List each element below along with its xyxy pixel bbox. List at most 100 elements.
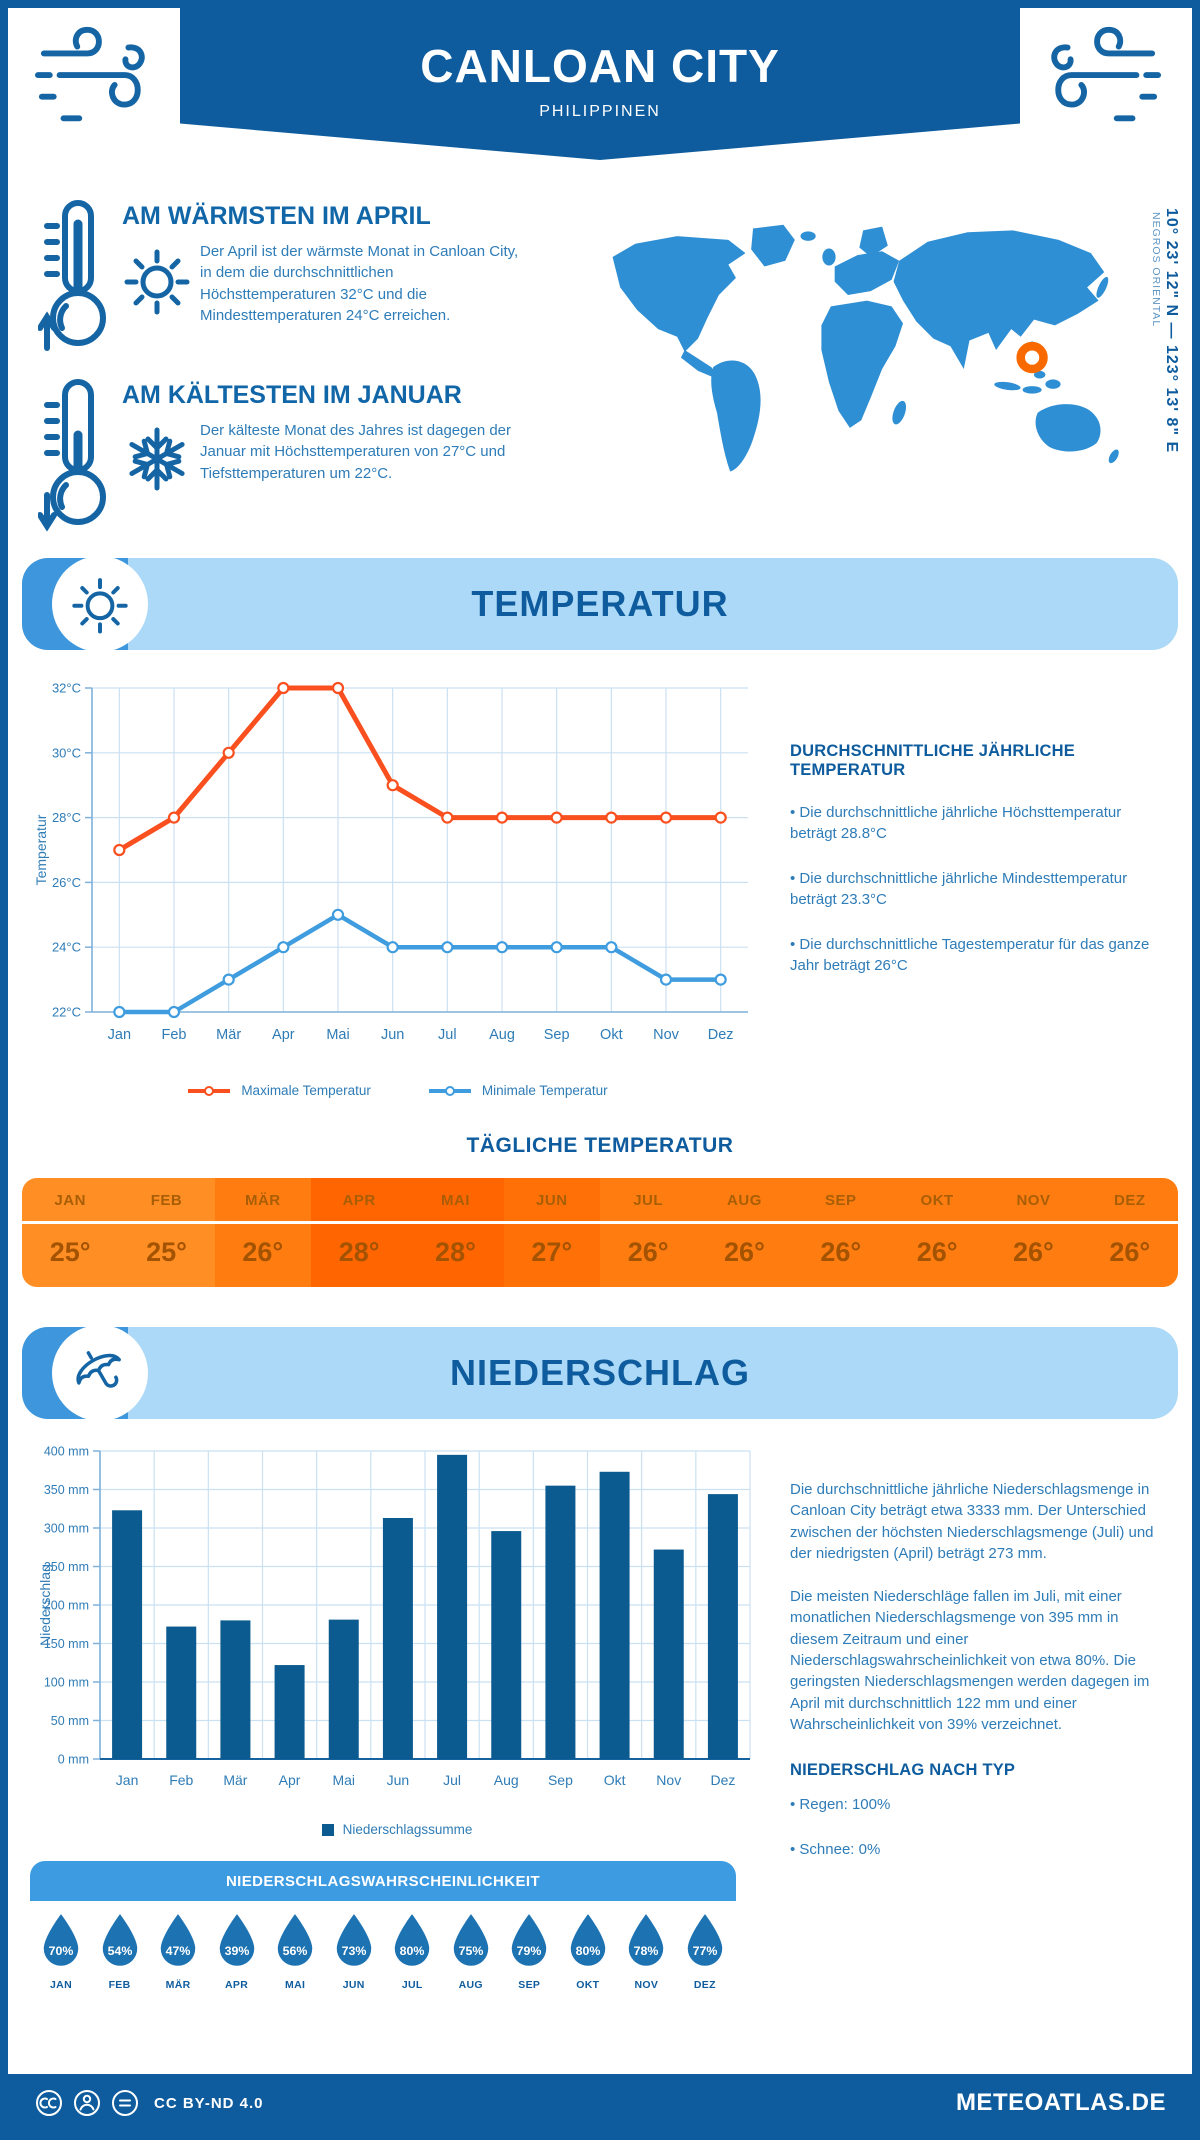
svg-text:Sep: Sep [544, 1027, 570, 1043]
daily-table-value-cell: 26° [1081, 1224, 1178, 1287]
footer: CC BY-ND 4.0 METEOATLAS.DE [8, 2074, 1192, 2132]
probability-month-label: FEB [108, 1979, 131, 1991]
raindrop-icon: 73% [336, 1914, 371, 1966]
svg-text:75%: 75% [458, 1944, 483, 1958]
legend-min-temperature: Minimale Temperatur [427, 1083, 608, 1098]
intro-section: AM WÄRMSTEN IM APRIL Der April ist d [8, 174, 1192, 540]
daily-table-value-cell: 26° [792, 1224, 889, 1287]
precipitation-chart: 0 mm 50 mm 100 mm 150 mm 200 mm 250 mm 300 mm 3… [37, 1445, 751, 1788]
svg-text:22°C: 22°C [52, 1005, 81, 1020]
svg-text:Okt: Okt [604, 1772, 626, 1788]
svg-text:400 mm: 400 mm [44, 1445, 89, 1459]
svg-text:80%: 80% [575, 1944, 600, 1958]
raindrop-icon: 47% [160, 1914, 196, 1966]
probability-month-label: AUG [458, 1979, 483, 1991]
svg-text:26°C: 26°C [52, 875, 81, 890]
svg-text:Feb: Feb [169, 1772, 193, 1788]
daily-table-value-cell: 26° [214, 1224, 311, 1287]
daily-table-month-cell: AUG [696, 1178, 793, 1221]
probability-month-label: MAI [285, 1979, 306, 1991]
data-point [113, 843, 126, 857]
data-point [441, 941, 454, 954]
probability-month-label: JUL [401, 1979, 423, 1991]
svg-text:80%: 80% [400, 1944, 425, 1958]
precipitation-banner-title: NIEDERSCHLAG [449, 1352, 751, 1393]
coldest-text: Der kälteste Monat des Jahres ist dagege… [200, 422, 512, 482]
license-icons [34, 2088, 140, 2118]
license-label: CC BY-ND 4.0 [154, 2094, 264, 2112]
svg-text:Jun: Jun [381, 1027, 404, 1043]
raindrop-icon: 80% [394, 1914, 430, 1966]
site-link[interactable]: METEOATLAS.DE [955, 2089, 1166, 2116]
page-title: CANLOAN CITY [420, 40, 780, 92]
svg-text:Nov: Nov [656, 1772, 681, 1788]
svg-text:56%: 56% [283, 1944, 308, 1958]
probability-month-label: JAN [50, 1979, 72, 1991]
daily-table-month-cell: SEP [792, 1178, 889, 1221]
daily-table-value-cell: 27° [503, 1224, 600, 1287]
probability-drop-item: 56% MAI [268, 1913, 322, 1991]
data-point [222, 973, 235, 986]
avg-temperature-heading: DURCHSCHNITTLICHE JÄHRLICHE TEMPERATUR [790, 742, 1075, 779]
cc-icon [36, 2090, 62, 2116]
svg-text:47%: 47% [166, 1944, 191, 1958]
daily-table-value-cell: 28° [407, 1224, 504, 1287]
temperature-side-column: DURCHSCHNITTLICHE JÄHRLICHE TEMPERATUR D… [764, 670, 1168, 1098]
svg-text:79%: 79% [517, 1944, 542, 1958]
page-subtitle: PHILIPPINEN [539, 103, 661, 120]
precipitation-bar [653, 1549, 684, 1759]
precipitation-bar [491, 1531, 522, 1759]
temperature-legend: Maximale Temperatur Minimale Temperatur [30, 1083, 764, 1098]
svg-text:300 mm: 300 mm [44, 1522, 89, 1536]
probability-drop-item: 73% JUN [327, 1913, 381, 1991]
avg-temperature-bullets: Die durchschnittliche jährliche Höchstte… [790, 802, 1162, 976]
svg-text:77%: 77% [692, 1944, 717, 1958]
bar-swatch-icon [321, 1823, 334, 1836]
probability-drop-item: 77% DEZ [678, 1913, 732, 1991]
probability-month-label: SEP [518, 1979, 541, 1991]
daily-table-value-row: 25° 25° 26° 28° 28° 27° 26° 26° 26° 26° 26° 26° [22, 1224, 1178, 1287]
probability-drop-item: 75% AUG [444, 1913, 498, 1991]
legend-max-label: Maximale Temperatur [241, 1083, 371, 1098]
bullet-item: Die durchschnittliche jährliche Höchstte… [790, 802, 1162, 844]
coldest-block: AM KÄLTESTEN IM JANUAR Der kälteste Mona… [37, 375, 586, 540]
svg-text:Mai: Mai [326, 1027, 349, 1043]
daily-table-value-cell: 25° [118, 1224, 215, 1287]
precipitation-banner: NIEDERSCHLAG [22, 1327, 1178, 1419]
data-point [714, 811, 727, 824]
svg-text:Jun: Jun [387, 1772, 410, 1788]
daily-table-month-cell: APR [310, 1178, 408, 1221]
probability-drop-item: 39% APR [210, 1913, 264, 1991]
thermometer-up-icon [37, 196, 122, 361]
coordinates-label: 10° 23' 12" N — 123° 13' 8" E [1163, 208, 1180, 454]
svg-text:Jan: Jan [108, 1027, 131, 1043]
banner-umbrella-circle [52, 1327, 148, 1419]
precipitation-bar [545, 1485, 576, 1759]
svg-text:30°C: 30°C [52, 745, 81, 760]
data-point [605, 941, 618, 954]
svg-text:Apr: Apr [279, 1772, 301, 1788]
daily-table-month-cell: DEZ [1081, 1178, 1178, 1221]
max-line-marker-icon [188, 1085, 231, 1096]
world-map [612, 224, 1119, 472]
precipitation-bar [220, 1620, 251, 1759]
daily-table-value-cell: 26° [599, 1224, 697, 1287]
warmest-body: AM WÄRMSTEN IM APRIL Der April ist d [122, 196, 532, 361]
raindrop-icon: 79% [512, 1914, 547, 1966]
daily-table-month-row: JAN FEB MÄR APR MAI JUN JUL AUG SEP OKT NOV DEZ [22, 1178, 1178, 1224]
banner-sun-circle [52, 558, 148, 650]
probability-drop-item: 78% NOV [619, 1913, 673, 1991]
bullet-item: Regen: 100% [790, 1794, 1162, 1815]
svg-text:200 mm: 200 mm [44, 1599, 89, 1613]
data-point [550, 941, 563, 954]
bullet-item: Schnee: 0% [790, 1839, 1162, 1860]
raindrop-icon: 39% [219, 1914, 254, 1966]
precipitation-bar [437, 1454, 468, 1759]
daily-table-value-cell: 26° [888, 1224, 986, 1287]
probability-month-label: JUN [342, 1979, 365, 1991]
svg-text:Mär: Mär [223, 1772, 247, 1788]
raindrop-icon: 70% [43, 1914, 79, 1966]
raindrop-icon: 77% [687, 1914, 723, 1966]
temperature-chart-column: 22°C 24°C 26°C 28°C 30°C 32°C Jan Feb Mär Apr Mai J… [30, 670, 764, 1098]
data-point [222, 746, 235, 759]
